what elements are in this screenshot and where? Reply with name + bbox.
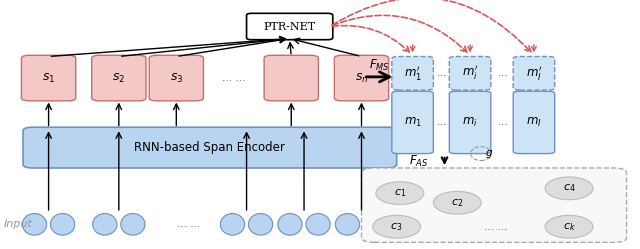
Text: $c_1$: $c_1$ <box>394 187 406 199</box>
Text: $s_2$: $s_2$ <box>112 71 125 85</box>
FancyBboxPatch shape <box>23 127 397 168</box>
Text: $s_n$: $s_n$ <box>355 71 368 85</box>
Ellipse shape <box>335 214 360 235</box>
Text: ... ...: ... ... <box>484 222 508 232</box>
FancyBboxPatch shape <box>246 13 333 40</box>
Text: ...: ... <box>498 118 509 127</box>
Ellipse shape <box>248 214 273 235</box>
Text: ... ...: ... ... <box>222 73 246 83</box>
Ellipse shape <box>121 214 145 235</box>
FancyBboxPatch shape <box>513 91 555 154</box>
Ellipse shape <box>433 191 481 214</box>
Ellipse shape <box>545 215 593 238</box>
Text: $c_k$: $c_k$ <box>563 221 575 233</box>
Text: $m_i$: $m_i$ <box>462 116 478 129</box>
FancyBboxPatch shape <box>362 168 627 242</box>
FancyBboxPatch shape <box>449 57 491 90</box>
Text: $s_1$: $s_1$ <box>42 71 55 85</box>
Text: ...: ... <box>437 68 448 78</box>
Ellipse shape <box>306 214 330 235</box>
Text: $m_I$: $m_I$ <box>526 116 542 129</box>
Text: $s_3$: $s_3$ <box>170 71 183 85</box>
Text: $c_3$: $c_3$ <box>390 221 403 233</box>
Text: $g$: $g$ <box>485 148 493 160</box>
FancyBboxPatch shape <box>334 55 388 101</box>
Ellipse shape <box>376 182 424 204</box>
Ellipse shape <box>220 214 244 235</box>
FancyBboxPatch shape <box>392 91 433 154</box>
Text: $m_1$: $m_1$ <box>404 116 422 129</box>
FancyBboxPatch shape <box>392 57 433 90</box>
Text: ...: ... <box>437 118 448 127</box>
Text: PTR-NET: PTR-NET <box>264 21 316 32</box>
Ellipse shape <box>545 177 593 200</box>
Ellipse shape <box>278 214 302 235</box>
Ellipse shape <box>364 214 388 235</box>
Text: $c_2$: $c_2$ <box>451 197 463 209</box>
Ellipse shape <box>51 214 75 235</box>
FancyBboxPatch shape <box>449 91 491 154</box>
Text: $m_i'$: $m_i'$ <box>462 64 478 82</box>
FancyBboxPatch shape <box>513 57 555 90</box>
Ellipse shape <box>372 215 420 238</box>
Text: $c_4$: $c_4$ <box>563 183 575 194</box>
Ellipse shape <box>22 214 47 235</box>
Text: $m_I'$: $m_I'$ <box>526 64 542 82</box>
Text: Input: Input <box>4 219 33 229</box>
Text: $m_1'$: $m_1'$ <box>404 64 422 82</box>
FancyBboxPatch shape <box>149 55 204 101</box>
Ellipse shape <box>93 214 117 235</box>
Text: RNN-based Span Encoder: RNN-based Span Encoder <box>134 141 285 154</box>
Text: $F_{MS}$: $F_{MS}$ <box>369 58 390 73</box>
FancyBboxPatch shape <box>22 55 76 101</box>
FancyBboxPatch shape <box>264 55 319 101</box>
FancyBboxPatch shape <box>92 55 146 101</box>
Text: $F_{AS}$: $F_{AS}$ <box>409 154 429 169</box>
Text: ... ...: ... ... <box>177 219 201 229</box>
Text: ...: ... <box>498 68 509 78</box>
